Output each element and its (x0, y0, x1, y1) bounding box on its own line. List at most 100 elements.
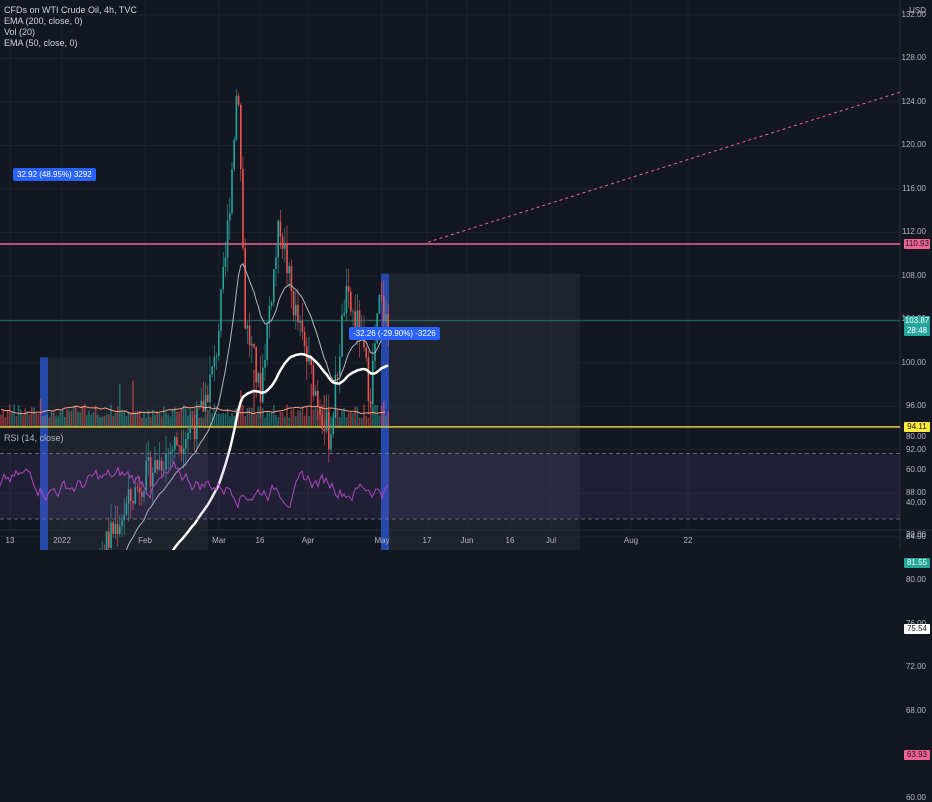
volume-bar (64, 416, 66, 426)
price-tick: 120.00 (901, 140, 926, 150)
horizontal-lines[interactable] (0, 243, 900, 550)
volume-bar (99, 417, 101, 426)
candle-body (290, 265, 293, 292)
candle-body (119, 526, 121, 535)
candle-body (273, 269, 275, 303)
volume-bar (358, 417, 361, 426)
candle-body (132, 500, 134, 504)
drop-zone (381, 273, 580, 550)
candle-body (134, 487, 136, 504)
drop-measurement-label[interactable]: -32.26 (-29.90%) -3226 (349, 327, 440, 340)
legend-ema200[interactable]: EMA (200, close, 0) (4, 16, 83, 26)
price-badge: 75.54 (904, 623, 930, 634)
volume-bar (110, 404, 112, 426)
price-tick: 96.00 (905, 401, 926, 411)
candle-body (297, 304, 299, 323)
candle-body (123, 514, 125, 521)
candle-body (200, 400, 202, 408)
price-badge: 63.93 (904, 749, 930, 760)
candle-body (325, 412, 328, 432)
candle-body (323, 428, 326, 432)
candle-body (303, 332, 306, 347)
volume-bar (174, 407, 176, 426)
price-tick: 132.00 (901, 10, 926, 19)
volume-bar (171, 408, 174, 426)
volume-bar (339, 416, 341, 426)
volume-bar (323, 395, 326, 426)
chart-canvas[interactable] (0, 0, 932, 550)
currency-label[interactable]: USD (909, 6, 926, 15)
legend-ema50[interactable]: EMA (50, close, 0) (4, 38, 78, 48)
volume-bar (295, 416, 297, 426)
candle-body (365, 347, 367, 358)
candle-body (306, 346, 308, 362)
volume-bar (270, 412, 273, 426)
volume-bar (2, 409, 4, 426)
volume-bar (376, 404, 378, 426)
rsi-tick: 60.00 (905, 464, 926, 474)
volume-bar (231, 412, 233, 426)
volume-bar (312, 409, 315, 426)
candle-body (312, 364, 315, 396)
price-tick: 72.00 (905, 662, 926, 672)
volume-bar (130, 413, 132, 426)
price-badge: 103.87 (904, 315, 930, 326)
candle-body (191, 425, 194, 428)
candle-body (145, 460, 147, 492)
legend-volume[interactable]: Vol (20) (4, 27, 36, 37)
candle-body (255, 347, 257, 383)
candle-body (237, 95, 240, 105)
candle-body (149, 457, 152, 487)
volume-bar (303, 415, 306, 426)
volume-bar (92, 412, 95, 426)
volume-bar (224, 413, 227, 426)
volume-bar (244, 416, 246, 426)
drop-bar (381, 273, 389, 550)
candle-body (259, 373, 262, 403)
candle-body (121, 520, 123, 527)
rsi-legend[interactable]: RSI (14, close) (4, 433, 64, 443)
volume-bar (136, 410, 139, 426)
volume-bar (141, 417, 143, 426)
symbol-title[interactable]: CFDs on WTI Crude Oil, 4h, TVC (4, 5, 137, 15)
rsi-band (0, 453, 900, 519)
volume-bar (103, 416, 106, 426)
volume-bar (314, 407, 317, 426)
trend-line[interactable] (427, 91, 901, 243)
volume-bar (42, 416, 44, 426)
candle-body (147, 457, 150, 461)
candle-body (277, 220, 279, 258)
volume-bar (248, 407, 251, 426)
candle-body (369, 400, 372, 405)
candle-body (266, 323, 268, 360)
volume-bar (57, 416, 59, 426)
candle-body (158, 460, 161, 470)
volume-bar (361, 417, 363, 426)
volume-bar (48, 417, 51, 426)
candle-body (279, 220, 282, 237)
volume-bar (167, 414, 169, 426)
candle-body (187, 433, 189, 440)
volume-bar (24, 408, 26, 426)
rsi-tick: 80.00 (905, 432, 926, 441)
volume-bar (383, 401, 385, 426)
candle-body (156, 460, 158, 470)
price-tick: 68.00 (905, 705, 926, 715)
rise-measurement-label[interactable]: 32.92 (48.95%) 3292 (13, 168, 96, 181)
candle-body (336, 374, 339, 376)
candle-body (242, 169, 244, 248)
volume-bar (13, 404, 15, 426)
volume-bar (218, 413, 220, 426)
volume-bar (31, 407, 33, 426)
volume-bar (101, 416, 103, 426)
price-badge: 28:48 (904, 326, 930, 337)
time-tick: 16 (505, 536, 515, 545)
volume-bar (66, 409, 68, 426)
volume-bar (22, 414, 24, 426)
volume-bar (26, 411, 29, 426)
volume-bar (187, 415, 189, 426)
volume-bar (81, 405, 84, 426)
candle-body (136, 487, 139, 489)
volume-bar (158, 413, 161, 426)
volume-bar (246, 408, 249, 426)
